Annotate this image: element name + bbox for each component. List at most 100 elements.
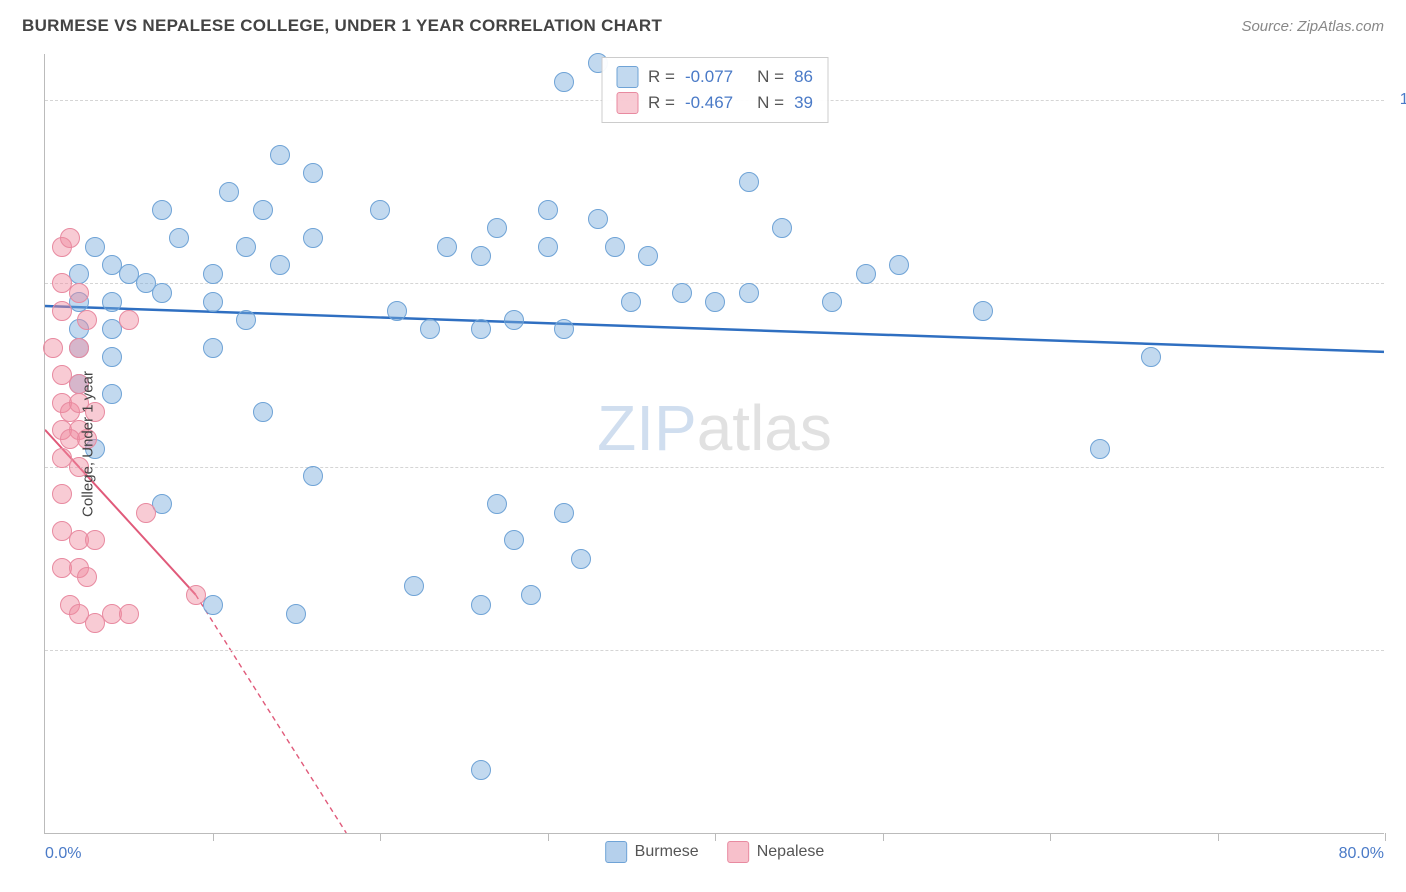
data-point: [471, 246, 491, 266]
data-point: [621, 292, 641, 312]
data-point: [219, 182, 239, 202]
data-point: [1090, 439, 1110, 459]
stat-r-label: R =: [648, 93, 675, 113]
data-point: [487, 494, 507, 514]
watermark-text: ZIPatlas: [597, 391, 832, 465]
x-tick: [1218, 833, 1219, 841]
data-point: [236, 237, 256, 257]
x-tick: [380, 833, 381, 841]
data-point: [152, 200, 172, 220]
chart-source: Source: ZipAtlas.com: [1241, 18, 1384, 35]
chart-title: BURMESE VS NEPALESE COLLEGE, UNDER 1 YEA…: [22, 16, 662, 36]
data-point: [638, 246, 658, 266]
legend-stat-row: R = -0.467 N = 39: [616, 90, 813, 116]
legend-swatch-icon: [727, 841, 749, 863]
data-point: [119, 310, 139, 330]
series-legend-label: Nepalese: [757, 843, 825, 861]
data-point: [69, 283, 89, 303]
series-legend-label: Burmese: [635, 843, 699, 861]
data-point: [538, 200, 558, 220]
gridline: [45, 650, 1384, 651]
data-point: [772, 218, 792, 238]
data-point: [672, 283, 692, 303]
data-point: [236, 310, 256, 330]
data-point: [203, 292, 223, 312]
data-point: [538, 237, 558, 257]
data-point: [437, 237, 457, 257]
x-tick: [715, 833, 716, 841]
x-tick: [213, 833, 214, 841]
data-point: [739, 172, 759, 192]
y-tick-label: 40.0%: [1394, 641, 1406, 659]
data-point: [554, 72, 574, 92]
data-point: [504, 530, 524, 550]
stat-r-value: -0.467: [685, 93, 733, 113]
data-point: [554, 503, 574, 523]
y-axis-title: College, Under 1 year: [79, 371, 96, 517]
watermark-part1: ZIP: [597, 392, 697, 464]
data-point: [420, 319, 440, 339]
data-point: [1141, 347, 1161, 367]
data-point: [370, 200, 390, 220]
data-point: [471, 760, 491, 780]
data-point: [169, 228, 189, 248]
data-point: [77, 567, 97, 587]
x-tick: [1050, 833, 1051, 841]
data-point: [253, 200, 273, 220]
data-point: [303, 228, 323, 248]
data-point: [521, 585, 541, 605]
data-point: [270, 145, 290, 165]
data-point: [504, 310, 524, 330]
data-point: [588, 209, 608, 229]
series-legend-item: Nepalese: [727, 841, 825, 863]
legend-swatch-icon: [616, 66, 638, 88]
x-axis-min-label: 0.0%: [45, 845, 81, 863]
data-point: [136, 503, 156, 523]
data-point: [270, 255, 290, 275]
stat-n-value: 39: [794, 93, 813, 113]
data-point: [286, 604, 306, 624]
watermark-part2: atlas: [697, 392, 832, 464]
data-point: [102, 384, 122, 404]
data-point: [487, 218, 507, 238]
series-legend-item: Burmese: [605, 841, 699, 863]
data-point: [186, 585, 206, 605]
y-tick-label: 100.0%: [1394, 91, 1406, 109]
stat-n-value: 86: [794, 67, 813, 87]
legend-swatch-icon: [616, 92, 638, 114]
data-point: [554, 319, 574, 339]
legend-swatch-icon: [605, 841, 627, 863]
data-point: [85, 530, 105, 550]
series-legend: Burmese Nepalese: [605, 841, 825, 863]
y-tick-label: 80.0%: [1394, 274, 1406, 292]
data-point: [303, 163, 323, 183]
data-point: [43, 338, 63, 358]
data-point: [102, 347, 122, 367]
trend-lines-svg: [45, 54, 1384, 833]
data-point: [60, 228, 80, 248]
data-point: [85, 237, 105, 257]
y-tick-label: 60.0%: [1394, 458, 1406, 476]
data-point: [303, 466, 323, 486]
stat-n-label: N =: [757, 93, 784, 113]
data-point: [152, 283, 172, 303]
stat-r-value: -0.077: [685, 67, 733, 87]
data-point: [203, 264, 223, 284]
data-point: [889, 255, 909, 275]
data-point: [822, 292, 842, 312]
legend-stat-row: R = -0.077 N = 86: [616, 64, 813, 90]
trend-line: [196, 595, 347, 833]
gridline: [45, 283, 1384, 284]
correlation-legend: R = -0.077 N = 86 R = -0.467 N = 39: [601, 57, 828, 123]
data-point: [77, 310, 97, 330]
data-point: [69, 338, 89, 358]
x-tick: [548, 833, 549, 841]
data-point: [605, 237, 625, 257]
stat-r-label: R =: [648, 67, 675, 87]
chart-frame: ZIPatlas 40.0%60.0%80.0%100.0% College, …: [44, 54, 1384, 834]
stat-n-label: N =: [757, 67, 784, 87]
data-point: [739, 283, 759, 303]
plot-area: ZIPatlas 40.0%60.0%80.0%100.0%: [45, 54, 1384, 833]
x-tick: [1385, 833, 1386, 841]
data-point: [471, 595, 491, 615]
